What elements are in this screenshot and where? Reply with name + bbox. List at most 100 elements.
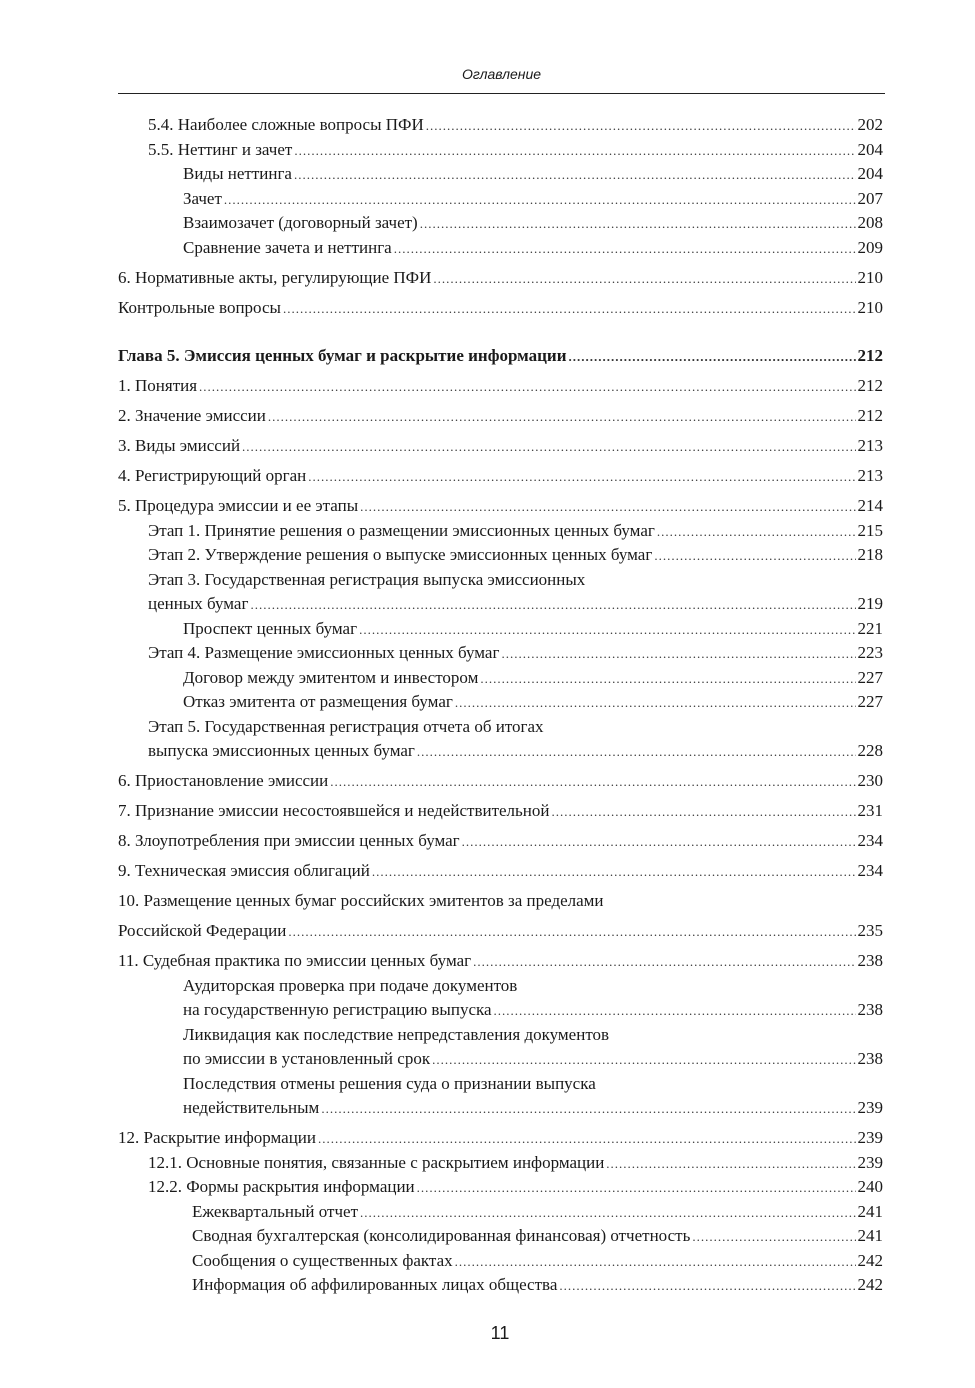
toc-entry-title: 2. Значение эмиссии [118, 406, 266, 425]
toc-entry-page: 204 [857, 164, 884, 183]
toc-entry: 3. Виды эмиссий.........................… [118, 434, 883, 459]
toc-entry-page: 234 [857, 831, 884, 850]
toc-entry-page: 238 [857, 1049, 884, 1068]
toc-entry: Договор между эмитентом и инвестором....… [118, 666, 883, 691]
dot-leader: ........................................… [317, 1131, 856, 1146]
dot-leader: ........................................… [199, 379, 855, 394]
toc-entry-title: Виды неттинга [183, 164, 292, 183]
toc-entry-title: Этап 1. Принятие решения о размещении эм… [148, 520, 655, 540]
toc-entry-page: 238 [857, 1000, 884, 1019]
dot-leader: ........................................… [242, 439, 856, 454]
toc-entry-title: 7. Признание эмиссии несостоявшейся и не… [118, 801, 550, 820]
dot-leader: ........................................… [416, 744, 856, 759]
toc-entry-title: 9. Техническая эмиссия облигаций [118, 861, 370, 880]
toc-entry-page: 240 [857, 1177, 884, 1196]
toc-entry: 12.1. Основные понятия, связанные с раск… [118, 1151, 883, 1176]
toc-entry: 1. Понятия..............................… [118, 374, 883, 399]
toc-entry: Сообщения о существенных фактах.........… [118, 1249, 883, 1274]
toc-entry: Проспект ценных бумаг...................… [118, 617, 883, 642]
toc-entry-title: Отказ эмитента от размещения бумаг [183, 692, 453, 711]
toc-entry-title: 12.1. Основные понятия, связанные с раск… [148, 1152, 605, 1172]
toc-entry-page: 214 [857, 496, 884, 515]
dot-leader: ........................................… [282, 300, 856, 316]
toc-entry: 7. Признание эмиссии несостоявшейся и не… [118, 799, 883, 824]
toc-entry-page: 227 [857, 692, 884, 711]
toc-entry-page: 218 [857, 545, 884, 564]
dot-leader: ........................................… [432, 1052, 855, 1067]
toc-entry-page: 215 [857, 520, 884, 540]
toc-entry-page: 221 [857, 618, 884, 638]
toc-entry-page: 202 [857, 115, 884, 134]
toc-entry-page: 239 [857, 1098, 884, 1117]
dot-leader: ........................................… [360, 1204, 856, 1220]
dot-leader: ........................................… [461, 834, 856, 849]
toc-entry-title: Этап 4. Размещение эмиссионных ценных бу… [148, 643, 500, 662]
toc-entry-page: 239 [857, 1152, 884, 1172]
dot-leader: ........................................… [568, 349, 856, 364]
toc-entry: 9. Техническая эмиссия облигаций........… [118, 859, 883, 884]
toc-entry-title: Российской Федерации [118, 921, 287, 940]
toc-entry-title: Проспект ценных бумаг [183, 618, 358, 638]
dot-leader: ........................................… [473, 954, 856, 969]
toc-entry-title: 12. Раскрытие информации [118, 1128, 316, 1147]
toc-entry-page: 239 [857, 1128, 884, 1147]
dot-leader: ........................................… [267, 409, 856, 424]
toc-entry-page: 231 [857, 801, 884, 820]
toc-entry-title: 11. Судебная практика по эмиссии ценных … [118, 951, 472, 970]
page-number: 11 [490, 1323, 510, 1343]
toc-entry: Зачет...................................… [118, 187, 883, 212]
dot-leader: ........................................… [480, 670, 855, 686]
dot-leader: ........................................… [654, 548, 855, 563]
toc-entry: 6. Приостановление эмиссии..............… [118, 769, 883, 794]
toc-entry: 12. Раскрытие информации................… [118, 1126, 883, 1151]
toc-entry: Сводная бухгалтерская (консолидированная… [118, 1224, 883, 1249]
toc-entry-title: 4. Регистрирующий орган [118, 466, 307, 485]
dot-leader: ........................................… [551, 804, 856, 819]
toc-entry-page: 219 [857, 594, 884, 613]
toc-entry-page: 212 [857, 406, 884, 425]
toc-entry: по эмиссии в установленный срок.........… [118, 1047, 883, 1072]
toc-entry: 5.5. Неттинг и зачет....................… [118, 138, 883, 163]
toc-entry: 5. Процедура эмиссии и ее этапы.........… [118, 494, 883, 519]
dot-leader: ........................................… [393, 240, 856, 256]
toc-entry-page: 238 [857, 951, 884, 970]
toc-entry-title: недействительным [183, 1098, 320, 1117]
toc-entry: Информация об аффилированных лицах общес… [118, 1273, 883, 1298]
dot-leader: ........................................… [359, 621, 855, 637]
toc-entry-title: 8. Злоупотребления при эмиссии ценных бу… [118, 831, 460, 850]
toc-entry: 11. Судебная практика по эмиссии ценных … [118, 949, 883, 974]
dot-leader: ........................................… [308, 469, 855, 484]
dot-leader: ........................................… [321, 1101, 856, 1116]
toc-entry-title: 5.4. Наиболее сложные вопросы ПФИ [148, 115, 424, 134]
toc-entry-page: 207 [857, 188, 884, 208]
toc-entry-page: 227 [857, 667, 884, 687]
dot-leader: ........................................… [493, 1003, 856, 1018]
dot-leader: ........................................… [250, 597, 856, 612]
toc-entry-title: Аудиторская проверка при подаче документ… [183, 975, 518, 995]
toc-entry-page: 228 [857, 741, 884, 760]
toc-entry-page: 213 [857, 436, 884, 455]
dot-leader: ........................................… [606, 1155, 855, 1171]
dot-leader: ........................................… [371, 864, 856, 879]
toc-entry: ценных бумаг............................… [118, 592, 883, 617]
toc-entry-title: 6. Приостановление эмиссии [118, 771, 329, 790]
toc-entry: Этап 3. Государственная регистрация выпу… [118, 568, 883, 593]
toc-entry-page: 212 [857, 346, 884, 365]
toc-entry-page: 204 [857, 139, 884, 159]
toc-entry-page: 223 [857, 643, 884, 662]
toc-entry-page: 208 [857, 213, 884, 232]
toc-chapter-entry: Глава 5. Эмиссия ценных бумаг и раскрыти… [118, 344, 883, 369]
toc-entry-page: 209 [857, 237, 884, 257]
toc-entry-title: ценных бумаг [148, 594, 249, 613]
toc-entry: Ежеквартальный отчет....................… [118, 1200, 883, 1225]
toc-entry: Этап 2. Утверждение решения о выпуске эм… [118, 543, 883, 568]
toc-entry-page: 241 [857, 1201, 884, 1221]
toc-entry: Этап 4. Размещение эмиссионных ценных бу… [118, 641, 883, 666]
dot-leader: ........................................… [501, 646, 856, 661]
toc-entry: Контрольные вопросы.....................… [118, 296, 883, 321]
toc-entry-title: 5. Процедура эмиссии и ее этапы [118, 496, 359, 515]
dot-leader: ........................................… [288, 924, 855, 939]
toc-entry-page: 234 [857, 861, 884, 880]
toc-entry-title: Сводная бухгалтерская (консолидированная… [192, 1226, 691, 1245]
toc-entry: 2. Значение эмиссии.....................… [118, 404, 883, 429]
